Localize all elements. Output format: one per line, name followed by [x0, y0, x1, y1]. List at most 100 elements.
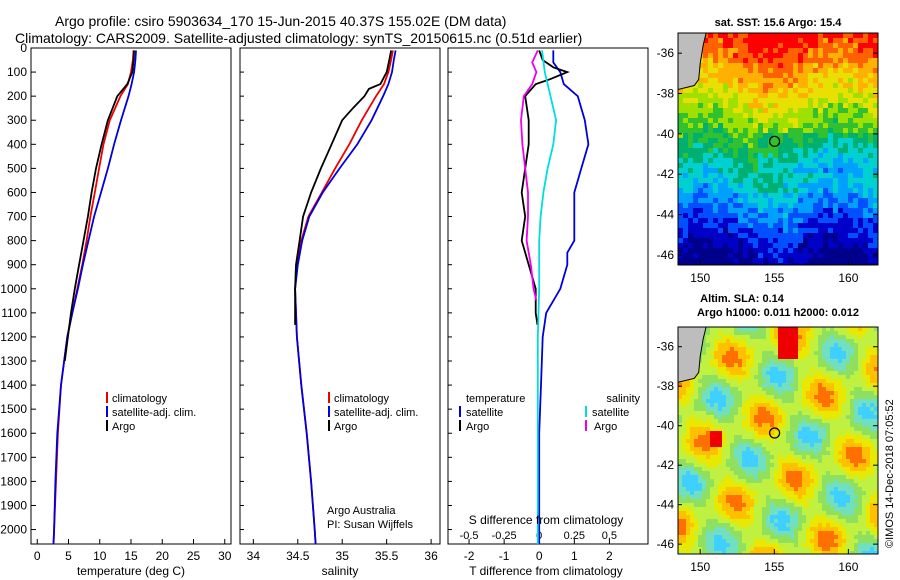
difference-legend: temperature salinity satellite Argo sate… [459, 393, 640, 433]
legend-swatch-climatology [106, 392, 108, 403]
map-y-tick-label: -38 [657, 379, 675, 393]
x-tick-label: 20 [156, 549, 170, 563]
legend-swatch-satellite-adj [106, 406, 108, 417]
depth-tick-label: 800 [7, 234, 27, 248]
temperature-legend: climatology satellite-adj. clim. Argo [106, 392, 196, 433]
salinity-legend: climatology satellite-adj. clim. Argo [328, 392, 418, 433]
s-difference-axis-ticks: -0.5 -0.25 0 0.25 0.5 [460, 530, 617, 542]
depth-tick-label: 400 [7, 137, 27, 151]
x-tick-label: 5 [65, 549, 72, 563]
map-y-tick-label: -46 [657, 248, 675, 262]
depth-tick-label: 200 [7, 89, 27, 103]
argo-position-marker [768, 427, 781, 439]
x-tick-label: 34.5 [286, 549, 310, 563]
legend-swatch-t-argo [459, 420, 461, 431]
x-tick-label: 30 [218, 549, 232, 563]
sla-map-frame [677, 326, 879, 555]
map-x-tick-label: 160 [838, 271, 858, 285]
sla-heatmap [678, 327, 878, 554]
x-tick-label: 0 [536, 549, 543, 563]
s-tick-label: 0.25 [564, 530, 585, 542]
legend-label-satellite-adj: satellite-adj. clim. [112, 407, 196, 419]
depth-tick-label: 600 [7, 185, 27, 199]
map-x-tick-label: 150 [690, 271, 710, 285]
legend-title-temperature: temperature [466, 393, 525, 405]
depth-tick-label: 1500 [0, 402, 27, 416]
depth-tick-label: 1900 [0, 498, 27, 512]
difference-plot-frame [447, 47, 649, 545]
depth-tick-label: 700 [7, 210, 27, 224]
legend-label-s-argo: Argo [594, 421, 617, 433]
series-line-s-satellite [536, 50, 558, 544]
x-tick-label: 2 [606, 549, 613, 563]
map-y-tick-label: -44 [657, 498, 675, 512]
figure-title-line1: Argo profile: csiro 5903634_170 15-Jun-2… [55, 13, 506, 29]
sst-map-frame [677, 32, 879, 266]
salinity-plot-frame [239, 47, 441, 545]
series-line-s-argo [520, 50, 539, 302]
x-tick-label: 10 [93, 549, 107, 563]
map-x-tick-label: 155 [764, 560, 784, 574]
series-line-argo [63, 50, 135, 362]
legend-label-argo: Argo [334, 421, 357, 433]
map-y-tick-label: -40 [657, 419, 675, 433]
depth-tick-label: 1000 [0, 282, 27, 296]
depth-tick-label: 1600 [0, 426, 27, 440]
map-y-tick-label: -40 [657, 127, 675, 141]
sst-map-title: sat. SST: 15.6 Argo: 15.4 [715, 17, 843, 29]
map-y-tick-label: -42 [657, 458, 675, 472]
legend-label-satellite-adj: satellite-adj. clim. [334, 407, 418, 419]
depth-tick-label: 1400 [0, 378, 27, 392]
temperature-axis-ticks: 0 5 10 15 20 25 30 [34, 539, 232, 563]
legend-label-climatology: climatology [334, 393, 390, 405]
depth-tick-label: 2000 [0, 523, 27, 537]
depth-tick-label: 300 [7, 113, 27, 127]
map-y-tick-label: -36 [657, 46, 675, 60]
depth-tick-label: 1800 [0, 474, 27, 488]
depth-tick-label: 1200 [0, 330, 27, 344]
salinity-axis-ticks: 34 34.5 35 35.5 36 [247, 539, 438, 563]
temperature-profiles [52, 50, 137, 544]
x-tick-label: 25 [187, 549, 201, 563]
legend-title-salinity: salinity [606, 393, 640, 405]
credit-line-2: PI: Susan Wijffels [327, 519, 413, 531]
sla-map-ticks: 150 155 160 -36 -38 -40 -42 -44 -46 [657, 340, 878, 574]
depth-tick-label: 1100 [1, 306, 27, 320]
depth-tick-label: 1700 [0, 450, 27, 464]
map-y-tick-label: -38 [657, 87, 675, 101]
map-x-tick-label: 160 [838, 560, 858, 574]
legend-swatch-argo [106, 420, 108, 431]
sst-heatmap [678, 33, 878, 265]
depth-tick-label: 500 [7, 161, 27, 175]
legend-swatch-s-argo [585, 420, 587, 431]
x-tick-label: 15 [124, 549, 138, 563]
x-tick-label: 0 [34, 549, 41, 563]
series-line-argo [294, 50, 392, 325]
s-tick-label: 0.5 [602, 530, 617, 542]
x-tick-label: 36 [424, 549, 438, 563]
depth-tick-label: 900 [7, 258, 27, 272]
figure-title-line2: Climatology: CARS2009. Satellite-adjuste… [15, 30, 582, 46]
map-x-tick-label: 150 [690, 560, 710, 574]
salinity-axis-label: salinity [322, 564, 359, 578]
legend-swatch-argo [328, 420, 330, 431]
x-tick-label: 35 [336, 549, 350, 563]
legend-swatch-climatology [328, 392, 330, 403]
imos-watermark: ©IMOS 14-Dec-2018 07:05:52 [884, 399, 896, 548]
series-line-satellite-adj-clim- [52, 50, 137, 544]
x-tick-label: 35.5 [375, 549, 399, 563]
credit-line-1: Argo Australia [327, 505, 396, 517]
legend-label-s-satellite: satellite [592, 407, 629, 419]
map-x-tick-label: 155 [764, 271, 784, 285]
argo-position-marker [768, 135, 781, 147]
depth-tick-label: 0 [20, 41, 27, 55]
series-line-t-satellite [538, 50, 590, 544]
temperature-plot-frame [30, 47, 232, 545]
sla-map-title-line1: Altim. SLA: 0.14 [700, 293, 785, 305]
depth-axis-ticks: 0 100 200 300 400 500 600 700 800 900 1000 1100 1200… [0, 41, 452, 537]
depth-tick-label: 1300 [0, 354, 27, 368]
difference-profiles [520, 50, 590, 544]
legend-label-climatology: climatology [112, 393, 168, 405]
legend-label-t-argo: Argo [466, 421, 489, 433]
